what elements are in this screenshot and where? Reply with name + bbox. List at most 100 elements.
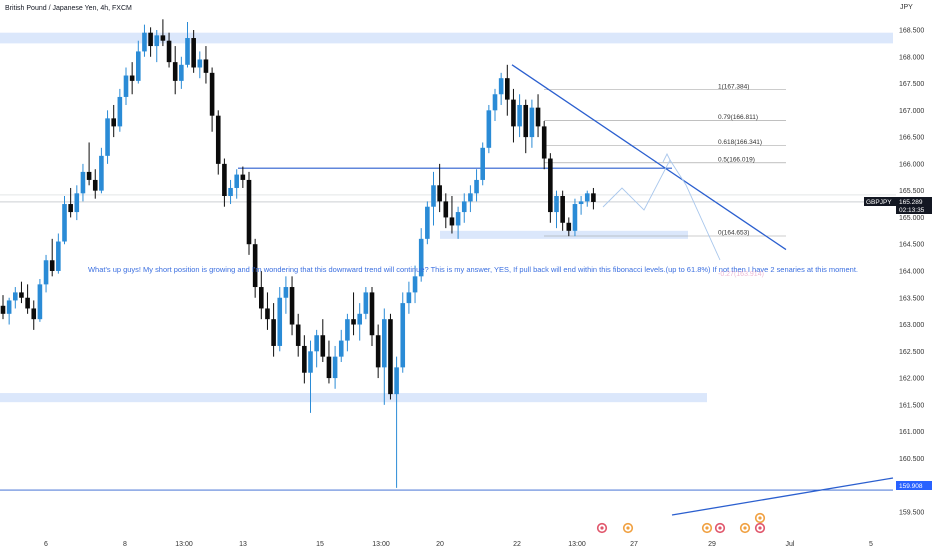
candle-body <box>191 38 196 68</box>
candle-body <box>388 319 393 395</box>
candle-body <box>505 78 510 100</box>
candle-body <box>105 118 110 156</box>
current-price-label: 165.289 <box>899 199 923 206</box>
price-tick-label: 159.500 <box>899 509 924 516</box>
candle-body <box>80 171 86 194</box>
candle-body <box>13 292 18 301</box>
time-tick-label: 13:00 <box>175 541 193 548</box>
candle-body <box>591 193 596 202</box>
candle-body <box>523 104 529 138</box>
candle-body <box>49 260 55 271</box>
price-tick-label: 166.500 <box>899 135 924 142</box>
candle-body <box>412 276 418 293</box>
supply-demand-zone <box>440 230 688 239</box>
candle-body <box>259 287 264 309</box>
time-tick-label: 20 <box>436 541 444 548</box>
price-axis: 168.500 168.000 167.500 167.000 166.500 166.0… <box>899 28 924 517</box>
candle-body <box>461 201 467 213</box>
candle-body <box>314 335 319 352</box>
price-tick-label: 163.500 <box>899 295 924 302</box>
events-layer <box>596 512 766 534</box>
candle-body <box>406 292 412 304</box>
candle-body <box>271 319 276 346</box>
candle-body <box>246 179 252 245</box>
candle-body <box>74 193 80 213</box>
chart-title: British Pound / Japanese Yen, 4h, FXCM <box>5 5 132 12</box>
candle-body <box>474 179 479 194</box>
fib-extension-label: -0.27(163.914) <box>718 271 764 278</box>
price-tick-label: 162.000 <box>899 376 924 383</box>
price-tick-label: 163.000 <box>899 322 924 329</box>
economic-event-dot <box>758 526 762 530</box>
candle-body <box>203 59 209 73</box>
projected-arrow <box>662 152 672 163</box>
price-tick-label: 165.000 <box>899 215 924 222</box>
time-tick-label: 27 <box>630 541 638 548</box>
price-tick-label: 160.500 <box>899 456 924 463</box>
candle-body <box>449 217 455 226</box>
candle-body <box>265 308 270 320</box>
candle-body <box>172 62 178 81</box>
candle-body <box>345 319 350 341</box>
candle-body <box>0 305 6 314</box>
candle-body <box>418 238 424 277</box>
candle-body <box>295 324 301 346</box>
supply-demand-zone <box>0 393 707 403</box>
candle-body <box>136 51 141 81</box>
countdown-label: 02:13:35 <box>899 207 925 214</box>
candle-body <box>431 185 436 207</box>
candle-body <box>185 38 190 65</box>
candle-body <box>541 126 547 159</box>
candle-body <box>252 244 258 288</box>
candle-body <box>578 201 584 205</box>
fib-level-label: 0.79(166.811) <box>718 114 758 121</box>
candle-body <box>99 155 104 191</box>
price-tick-label: 161.500 <box>899 402 924 409</box>
currency-label: JPY <box>900 4 913 11</box>
candle-body <box>234 174 239 188</box>
symbol-badge <box>864 197 896 206</box>
candle-body <box>560 196 565 223</box>
supply-demand-zone <box>0 32 893 44</box>
symbol-badge-label: GBPJPY <box>866 199 892 206</box>
candle-body <box>363 292 369 314</box>
candle-body <box>154 35 160 47</box>
economic-event-dot <box>718 526 722 530</box>
candle-body <box>209 72 215 116</box>
candle-body <box>566 222 572 231</box>
economic-event-dot <box>626 526 630 530</box>
candle-body <box>338 340 344 357</box>
candle-body <box>584 193 590 202</box>
time-tick-label: Jul <box>786 541 795 548</box>
candle-body <box>19 292 24 298</box>
candle-body <box>326 356 332 379</box>
candles-layer <box>0 19 596 488</box>
time-tick-label: 13:00 <box>372 541 390 548</box>
economic-event-dot <box>705 526 709 530</box>
candle-body <box>62 204 67 242</box>
candle-body <box>486 110 492 148</box>
candle-body <box>369 292 375 336</box>
candle-body <box>289 287 295 325</box>
candle-body <box>215 115 221 164</box>
level-badge-label: 159.908 <box>899 483 923 490</box>
downtrend-line <box>511 64 787 251</box>
candle-body <box>320 335 326 357</box>
candle-body <box>56 241 61 271</box>
candle-body <box>382 319 387 368</box>
candle-body <box>142 32 147 52</box>
candle-body <box>308 351 313 373</box>
projected-path <box>602 159 721 261</box>
candle-body <box>277 297 283 346</box>
price-tick-label: 168.500 <box>899 28 924 35</box>
drawings-layer <box>511 64 894 516</box>
candle-body <box>529 107 535 138</box>
price-tick-label: 161.000 <box>899 429 924 436</box>
economic-event-dot <box>600 526 604 530</box>
current-price-badge <box>896 197 932 214</box>
candle-body <box>425 206 430 239</box>
candle-body <box>332 356 338 379</box>
candle-body <box>468 193 473 202</box>
